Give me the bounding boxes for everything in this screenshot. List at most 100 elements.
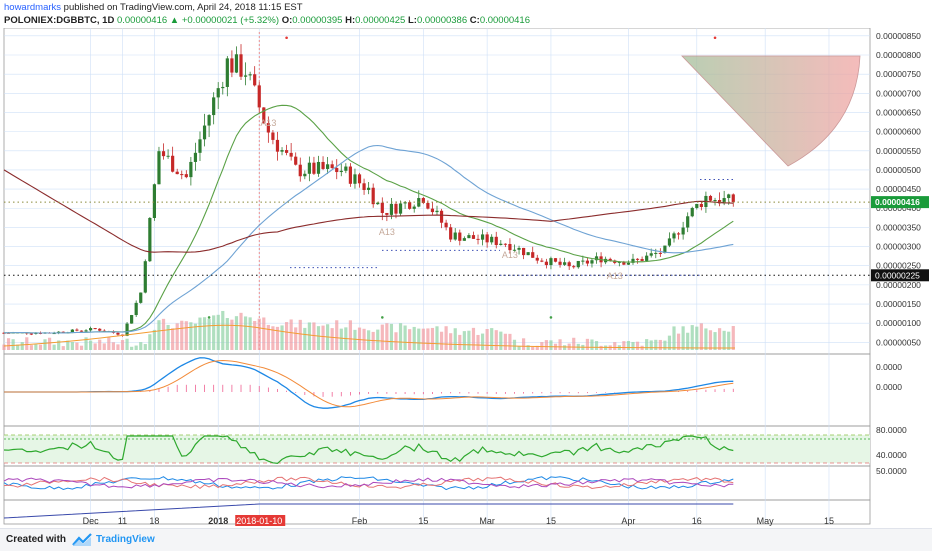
volume-bar — [52, 344, 56, 350]
volume-bar — [321, 325, 325, 350]
candle-body — [567, 262, 571, 267]
candle-body — [61, 331, 65, 333]
price-tick-label: 0.00000650 — [876, 107, 921, 117]
time-tick-label: 11 — [118, 516, 127, 526]
candle-body — [462, 238, 466, 241]
volume-bar — [116, 344, 120, 350]
volume-bar — [225, 318, 229, 350]
candle-body — [134, 302, 138, 316]
signal-marker — [549, 316, 553, 319]
volume-bar — [148, 334, 152, 350]
candle-body — [398, 203, 403, 214]
volume-bar — [717, 328, 722, 350]
volume-bar — [130, 346, 134, 350]
open-label: O: — [281, 15, 293, 26]
candle-body — [280, 150, 284, 152]
time-axis[interactable]: Dec 11 18 2018 2018-01-10 Feb 15 Mar 15 Apr 16 May 1… — [83, 515, 834, 526]
price-tick-label: 0.00000500 — [876, 165, 921, 175]
price-tick-label: 0.00000250 — [876, 261, 921, 271]
time-tick-label: Mar — [479, 516, 495, 526]
volume-bar — [485, 329, 489, 350]
volume-bar — [622, 341, 626, 350]
volume-bar — [43, 339, 47, 350]
candle-body — [727, 194, 731, 199]
candle-body — [590, 260, 594, 264]
volume-bar — [271, 326, 275, 350]
support-price-tag — [871, 269, 929, 282]
indicator-tick-label: 0.0000 — [876, 382, 902, 392]
annotations: A13 A13 A13 A13 — [4, 36, 870, 319]
time-tick-label: 15 — [546, 516, 556, 526]
volume-bar — [134, 345, 138, 350]
candle-body — [658, 252, 662, 254]
time-tick-label: 18 — [149, 516, 159, 526]
candle-body — [444, 222, 448, 228]
volume-bar — [234, 316, 239, 350]
volume-bar — [202, 317, 207, 350]
volume-bar — [713, 332, 717, 350]
symbol-label[interactable]: POLONIEX:DGBBTC, 1D — [4, 15, 115, 26]
volume-bar — [727, 331, 731, 350]
candle-body — [266, 123, 270, 133]
candle-body — [116, 332, 120, 335]
candle-body — [499, 243, 503, 246]
volume-bar — [184, 321, 188, 350]
volume-bar — [676, 333, 681, 350]
volume-bar — [695, 326, 699, 350]
volume-bar — [253, 321, 257, 350]
macd-signal-line — [4, 359, 734, 408]
candle-body — [289, 152, 293, 157]
candle-body — [335, 168, 339, 173]
candle-body — [70, 329, 74, 333]
candle-body — [130, 315, 134, 324]
candle-body — [731, 194, 735, 203]
volume-bar — [294, 327, 298, 350]
candle-body — [449, 227, 453, 240]
candle-body — [503, 243, 507, 245]
volume-bar — [66, 340, 70, 350]
candle-body — [326, 164, 330, 169]
candle-body — [421, 198, 425, 203]
candle-body — [298, 164, 302, 177]
candle-body — [180, 174, 184, 176]
volume-bar — [243, 316, 248, 350]
volume-bar — [6, 338, 11, 350]
volume-bar — [503, 333, 507, 350]
volume-bar — [531, 346, 535, 350]
candle-body — [385, 212, 389, 215]
volume-bar — [526, 345, 530, 350]
volume-bar — [699, 323, 703, 350]
footer-bar: Created with TradingView — [0, 528, 932, 551]
volume-bar — [722, 330, 726, 350]
price-tick-label: 0.00000050 — [876, 337, 921, 347]
macd-line — [4, 357, 734, 409]
signal-marker — [713, 36, 717, 40]
volume-bar — [230, 319, 234, 350]
volume-bar — [75, 342, 79, 350]
candle-body — [344, 166, 348, 171]
volume-bar — [330, 328, 334, 350]
candle-body — [713, 200, 717, 202]
time-tick-label: 15 — [418, 516, 428, 526]
candle-body — [426, 202, 430, 209]
volume-bar — [120, 340, 125, 350]
candle-body — [198, 139, 202, 153]
volume-bar — [658, 339, 662, 350]
volume-bar — [667, 335, 672, 350]
tradingview-logo-icon[interactable] — [72, 533, 92, 547]
fan-shape-drawing[interactable] — [681, 55, 861, 167]
price-tick-label: 0.00000400 — [876, 203, 921, 213]
tradingview-brand[interactable]: TradingView — [96, 534, 155, 545]
candle-body — [148, 217, 152, 262]
volume-bar — [549, 340, 553, 350]
candle-body — [84, 330, 88, 332]
candle-body — [631, 258, 635, 263]
volume-bar — [704, 328, 708, 350]
publish-line: howardmarks published on TradingView.com… — [4, 1, 303, 14]
candle-body — [531, 252, 535, 258]
time-tick-label: 15 — [824, 516, 834, 526]
author-link[interactable]: howardmarks — [4, 2, 62, 13]
price-axis[interactable]: 0.00000850 0.00000800 0.00000750 0.00000700… — [871, 31, 929, 476]
volume-bar — [467, 330, 471, 350]
